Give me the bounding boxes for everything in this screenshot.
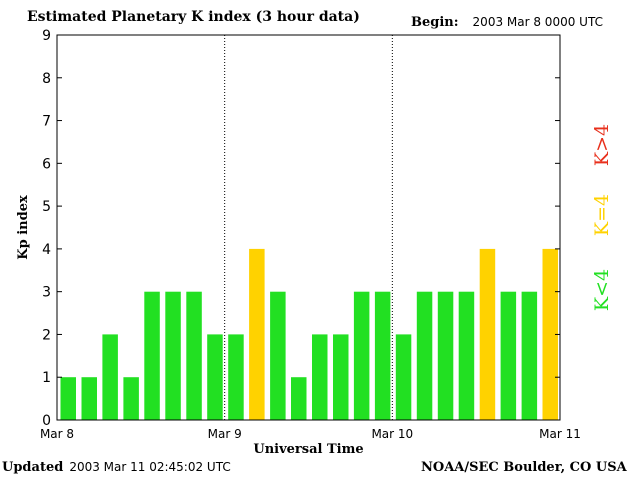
y-tick-label: 5 <box>42 199 51 215</box>
bar <box>249 248 265 420</box>
y-tick-label: 0 <box>42 413 51 429</box>
bar <box>500 291 517 420</box>
bar <box>291 377 307 420</box>
y-tick-label: 7 <box>42 114 51 130</box>
x-tick-label: Mar 11 <box>539 427 581 441</box>
y-tick-label: 8 <box>42 71 51 87</box>
begin-value: 2003 Mar 8 0000 UTC <box>472 15 603 29</box>
bar <box>60 377 76 420</box>
updated-value: 2003 Mar 11 02:45:02 UTC <box>69 460 231 474</box>
updated-label: Updated <box>2 460 64 475</box>
bar <box>353 291 370 420</box>
plot-frame <box>56 34 561 421</box>
bar <box>542 248 558 420</box>
bar <box>479 248 496 420</box>
legend-item: K<4 <box>591 269 613 311</box>
bar <box>207 334 223 420</box>
updated-time: Updated 2003 Mar 11 02:45:02 UTC <box>2 460 231 475</box>
x-tick-label: Mar 10 <box>371 427 413 441</box>
bar <box>165 291 181 420</box>
bar <box>144 291 160 420</box>
bar <box>458 291 475 420</box>
y-tick-label: 9 <box>42 28 51 44</box>
bar <box>374 291 391 420</box>
x-tick-label: Mar 9 <box>208 427 242 441</box>
bar <box>123 377 139 420</box>
x-tick-label: Mar 8 <box>40 427 74 441</box>
y-tick-label: 6 <box>42 156 51 172</box>
bar <box>521 291 538 420</box>
begin-time: Begin: 2003 Mar 8 0000 UTC <box>411 15 603 30</box>
bar <box>333 334 349 420</box>
data-source: NOAA/SEC Boulder, CO USA <box>421 460 627 475</box>
bar <box>102 334 118 420</box>
bar <box>228 334 244 420</box>
x-axis-label: Universal Time <box>253 442 363 457</box>
bar <box>437 291 454 420</box>
bar <box>270 291 286 420</box>
chart-title: Estimated Planetary K index (3 hour data… <box>27 9 360 25</box>
y-tick-label: 4 <box>42 242 51 258</box>
y-tick-label: 3 <box>42 285 51 301</box>
y-tick-label: 2 <box>42 327 51 343</box>
bar <box>395 334 412 420</box>
bar <box>81 377 97 420</box>
begin-label: Begin: <box>411 15 459 30</box>
bar <box>186 291 202 420</box>
legend-item: K>4 <box>591 124 613 166</box>
bar <box>416 291 433 420</box>
bar <box>312 334 328 420</box>
y-tick-label: 1 <box>42 370 51 386</box>
legend-item: K=4 <box>591 194 613 236</box>
y-axis-label: Kp index <box>16 195 31 260</box>
